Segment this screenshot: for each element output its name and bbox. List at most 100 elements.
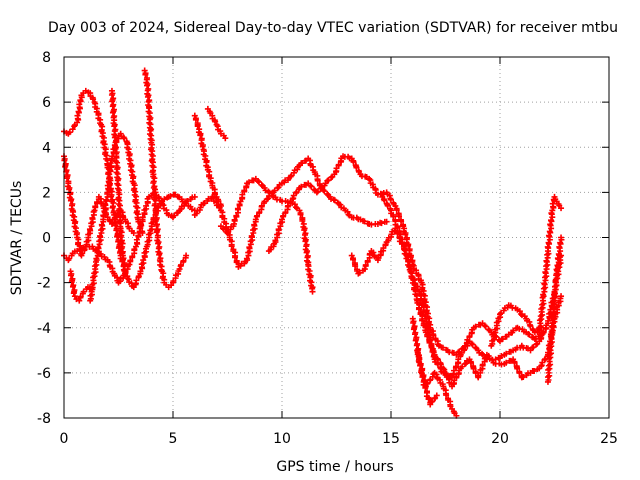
series-track-8 <box>191 112 224 209</box>
data-point <box>232 254 239 261</box>
y-tick-label: 6 <box>42 95 51 111</box>
data-point <box>428 344 435 351</box>
y-tick-label: 0 <box>42 231 51 247</box>
data-point <box>468 359 475 366</box>
data-point <box>219 225 226 232</box>
data-point <box>485 352 492 359</box>
data-point <box>398 218 405 225</box>
data-point <box>544 243 551 250</box>
data-point <box>546 228 553 235</box>
data-point <box>419 374 426 381</box>
data-point <box>303 249 310 256</box>
data-point <box>243 183 250 190</box>
data-point <box>394 224 401 231</box>
series-track-11 <box>217 175 316 295</box>
data-point <box>511 359 518 366</box>
data-point <box>139 229 146 236</box>
data-point <box>481 322 488 329</box>
data-point <box>439 344 446 351</box>
y-tick-label: -6 <box>37 366 51 382</box>
data-point <box>66 129 73 136</box>
data-point <box>516 370 523 377</box>
data-point <box>418 369 425 376</box>
data-point <box>545 239 552 246</box>
data-point <box>353 164 360 171</box>
axis-ticks: 0 5 10 15 20 25 -8 -6 -4 -2 0 2 4 6 8 <box>37 50 618 447</box>
data-point <box>265 188 272 195</box>
data-point <box>151 202 158 209</box>
data-point <box>137 225 144 232</box>
data-point <box>548 217 555 224</box>
y-tick-label: -8 <box>37 411 51 427</box>
data-point <box>361 266 368 273</box>
data-point <box>443 392 450 399</box>
y-tick-label: 4 <box>42 140 51 156</box>
data-point <box>498 352 505 359</box>
data-point <box>292 204 299 211</box>
x-axis-label: GPS time / hours <box>276 459 393 475</box>
y-tick-label: 8 <box>42 50 51 66</box>
data-point <box>350 256 357 263</box>
data-point <box>236 201 243 208</box>
data-point <box>228 243 235 250</box>
data-point <box>197 132 204 139</box>
data-point <box>411 331 418 338</box>
data-point <box>390 213 397 220</box>
data-point <box>422 384 429 391</box>
data-point <box>68 278 75 285</box>
data-point <box>361 218 368 225</box>
data-point <box>516 308 523 315</box>
data-point <box>514 365 521 372</box>
data-point <box>543 257 550 264</box>
data-point <box>417 362 424 369</box>
data-point <box>419 317 426 324</box>
data-point <box>314 177 321 184</box>
data-point <box>297 211 304 218</box>
data-point <box>183 252 190 259</box>
data-point <box>112 222 119 229</box>
data-point <box>396 213 403 220</box>
x-tick-label: 15 <box>382 431 400 447</box>
data-point <box>558 234 565 241</box>
data-point <box>62 163 69 170</box>
data-point <box>199 143 206 150</box>
data-point <box>122 270 129 277</box>
data-point <box>76 297 83 304</box>
data-point <box>472 323 479 330</box>
data-point <box>153 229 160 236</box>
data-point <box>191 193 198 200</box>
data-point <box>531 367 538 374</box>
data-point <box>126 261 133 268</box>
series-track-17 <box>488 302 545 349</box>
data-point <box>111 216 118 223</box>
data-point <box>470 365 477 372</box>
series-track-3 <box>67 268 96 304</box>
x-tick-label: 20 <box>491 431 509 447</box>
data-point <box>468 340 475 347</box>
data-point <box>489 356 496 363</box>
data-point <box>222 135 229 142</box>
chart-title: Day 003 of 2024, Sidereal Day-to-day VTE… <box>48 20 618 36</box>
grid-lines <box>64 57 609 418</box>
data-point <box>301 227 308 234</box>
data-point <box>63 175 70 182</box>
data-point <box>479 350 486 357</box>
data-point <box>520 373 527 380</box>
data-point <box>352 263 359 270</box>
x-tick-label: 10 <box>273 431 291 447</box>
data-point <box>517 311 524 318</box>
data-point <box>426 339 433 346</box>
data-point <box>558 293 565 300</box>
series-track-18 <box>536 193 565 336</box>
data-point <box>307 182 314 189</box>
data-point <box>66 186 73 193</box>
series-track-10 <box>191 155 390 270</box>
data-point <box>245 179 252 186</box>
series-track-6 <box>108 87 129 277</box>
data-point <box>120 263 127 270</box>
data-point <box>547 221 554 228</box>
data-points <box>61 67 565 419</box>
data-point <box>542 269 549 276</box>
data-point <box>497 311 503 318</box>
